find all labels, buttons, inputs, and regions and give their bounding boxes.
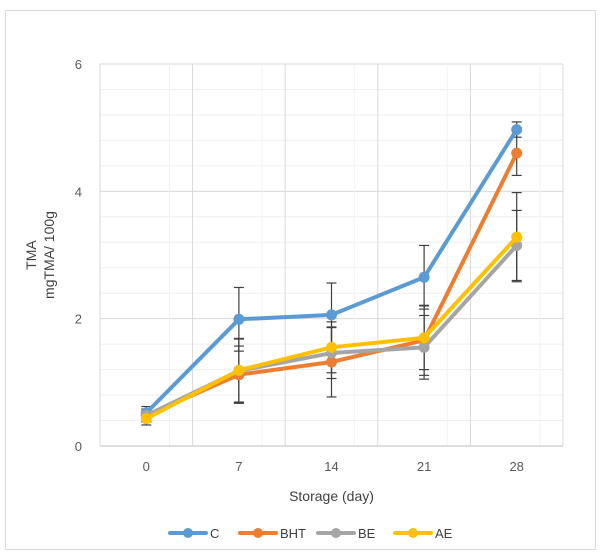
legend: C BHT BE AE bbox=[168, 526, 453, 541]
data-point-c bbox=[418, 271, 430, 283]
y-axis-title: TMA bbox=[23, 240, 39, 270]
data-point-c bbox=[326, 309, 337, 321]
y-tick-label: 2 bbox=[75, 312, 82, 327]
x-tick-label: 7 bbox=[235, 459, 242, 474]
x-tick-label: 21 bbox=[417, 459, 431, 474]
gridlines bbox=[99, 63, 564, 446]
y-axis-title: mgTMA/ 100g bbox=[41, 211, 57, 299]
y-tick-label: 6 bbox=[75, 57, 82, 72]
legend-label-be: BE bbox=[358, 526, 376, 541]
legend-label-ae: AE bbox=[435, 526, 453, 541]
legend-marker-be bbox=[331, 528, 341, 538]
data-point-ae bbox=[233, 364, 245, 376]
x-tick-label: 28 bbox=[509, 459, 523, 474]
legend-label-c: C bbox=[210, 526, 219, 541]
data-point-ae bbox=[140, 413, 152, 425]
data-point-bht bbox=[511, 147, 523, 159]
legend-marker-ae bbox=[408, 528, 418, 538]
data-point-c bbox=[511, 124, 523, 136]
data-point-c bbox=[233, 313, 245, 325]
y-tick-label: 4 bbox=[75, 184, 82, 199]
y-tick-label: 0 bbox=[75, 439, 82, 454]
data-point-bht bbox=[326, 356, 337, 368]
x-tick-label: 14 bbox=[324, 459, 338, 474]
x-axis-title: Storage (day) bbox=[289, 488, 374, 504]
legend-marker-c bbox=[183, 528, 193, 538]
error-bars bbox=[141, 121, 522, 426]
chart-frame bbox=[5, 10, 596, 550]
legend-marker-bht bbox=[253, 528, 263, 538]
data-point-be bbox=[418, 341, 430, 353]
x-tick-label: 0 bbox=[143, 459, 150, 474]
axis-labels: 0 2 4 6 0 7 14 21 28 Storage (day) TMA mgTMA/ 100g bbox=[23, 57, 524, 504]
data-point-ae bbox=[511, 231, 523, 243]
data-point-ae bbox=[418, 332, 430, 344]
series-lines bbox=[140, 124, 523, 425]
data-point-ae bbox=[326, 341, 337, 353]
legend-label-bht: BHT bbox=[280, 526, 306, 541]
